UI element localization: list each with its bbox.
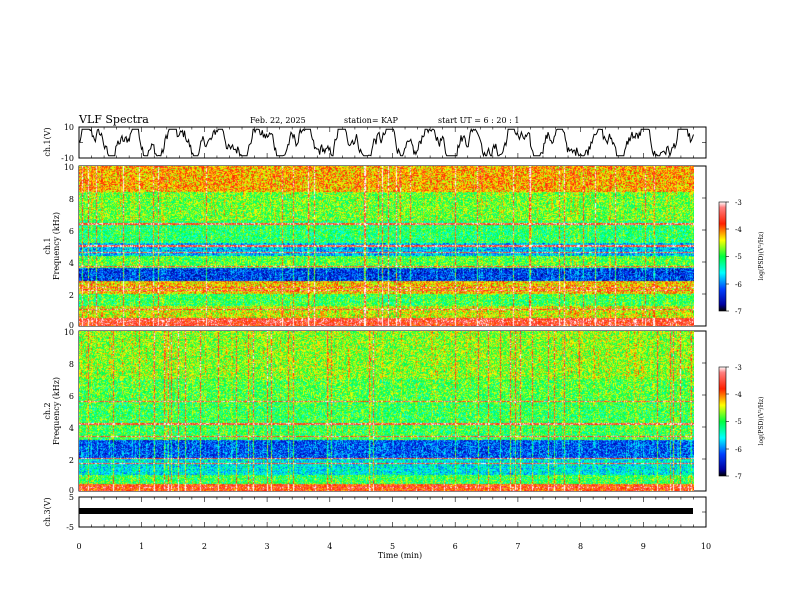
ch2-colorbar: -3 -4 -5 -6 -7 log(PSD)(V²/Hz) — [718, 364, 765, 481]
ch1-cbar-tick-1: -4 — [735, 226, 742, 234]
xtick-2: 2 — [202, 542, 207, 551]
ch3-ytick-top: 5 — [69, 493, 74, 502]
xtick-4: 4 — [327, 542, 332, 551]
figure-title: VLF Spectra — [78, 113, 149, 126]
ch2-channel-label: ch.2 — [43, 402, 52, 419]
ch1-ytick-10: 10 — [64, 163, 74, 172]
ch1-cbar-tick-0: -3 — [735, 199, 742, 207]
xtick-0: 0 — [76, 542, 81, 551]
ch2-ytick-10: 10 — [64, 328, 74, 337]
ch1-ytick-4: 4 — [69, 259, 74, 268]
xtick-10: 10 — [701, 542, 711, 551]
ch2-spectrogram-heatmap — [79, 331, 694, 491]
ch1-colorbar: -3 -4 -5 -6 -7 log(PSD)(V²/Hz) — [718, 199, 765, 316]
start-time-label: start UT = 6 : 20 : 1 — [438, 116, 519, 125]
ch1-ytick-0: 0 — [69, 321, 74, 330]
ch2-ytick-0: 0 — [69, 486, 74, 495]
ch1-ytick-8: 8 — [69, 195, 74, 204]
xtick-6: 6 — [453, 542, 458, 551]
xtick-5: 5 — [390, 542, 395, 551]
ch3-voltage-ticks — [78, 497, 707, 527]
ch1-waveform — [78, 127, 694, 158]
ch2-ytick-4: 4 — [69, 424, 74, 433]
ch2-colorbar-gradient — [718, 366, 727, 477]
ch1-voltage-panel: 10 -10 ch.1(V) — [43, 123, 707, 163]
ch2-cbar-tick-1: -4 — [735, 391, 742, 399]
ch1-cbar-tick-3: -6 — [735, 281, 742, 289]
ch1-voltage-ylabel: ch.1(V) — [43, 127, 52, 156]
xtick-1: 1 — [139, 542, 144, 551]
ch1-ytick-6: 6 — [69, 227, 74, 236]
ch3-voltage-panel: 5 -5 ch.3(V) — [43, 493, 707, 532]
ch1-ytick-top: 10 — [64, 123, 74, 132]
ch2-frequency-ylabel: Frequency (kHz) — [52, 377, 61, 445]
ch1-colorbar-gradient — [718, 201, 727, 312]
xtick-9: 9 — [641, 542, 646, 551]
ch2-colorbar-label: log(PSD)(V²/Hz) — [758, 397, 765, 446]
time-xlabel: Time (min) — [378, 551, 422, 560]
ch1-colorbar-label: log(PSD)(V²/Hz) — [758, 232, 765, 281]
ch1-voltage-ticks — [78, 127, 707, 158]
xtick-8: 8 — [578, 542, 583, 551]
ch2-cbar-tick-0: -3 — [735, 364, 742, 372]
ch3-ytick-bottom: -5 — [66, 523, 74, 532]
ch1-channel-label: ch.1 — [43, 237, 52, 254]
ch2-cbar-tick-4: -7 — [735, 473, 742, 481]
ch1-ytick-bottom: -10 — [61, 154, 74, 163]
ch2-cbar-tick-2: -5 — [735, 418, 742, 426]
xtick-3: 3 — [265, 542, 270, 551]
ch1-frequency-ylabel: Frequency (kHz) — [52, 212, 61, 280]
date-label: Feb. 22, 2025 — [250, 116, 306, 125]
ch2-ytick-8: 8 — [69, 360, 74, 369]
ch2-cbar-tick-3: -6 — [735, 446, 742, 454]
ch3-trace-bar — [79, 508, 693, 514]
ch3-voltage-ylabel: ch.3(V) — [43, 497, 52, 526]
ch2-ytick-2: 2 — [69, 456, 74, 465]
ch1-cbar-tick-2: -5 — [735, 253, 742, 261]
ch1-cbar-tick-4: -7 — [735, 308, 742, 316]
ch2-ytick-6: 6 — [69, 392, 74, 401]
station-label: station= KAP — [344, 116, 399, 125]
time-axis: 0 1 2 3 4 5 6 7 8 9 10 Time (min) — [76, 542, 711, 560]
ch1-ytick-2: 2 — [69, 291, 74, 300]
ch1-spectrogram-heatmap — [79, 166, 694, 326]
xtick-7: 7 — [515, 542, 520, 551]
